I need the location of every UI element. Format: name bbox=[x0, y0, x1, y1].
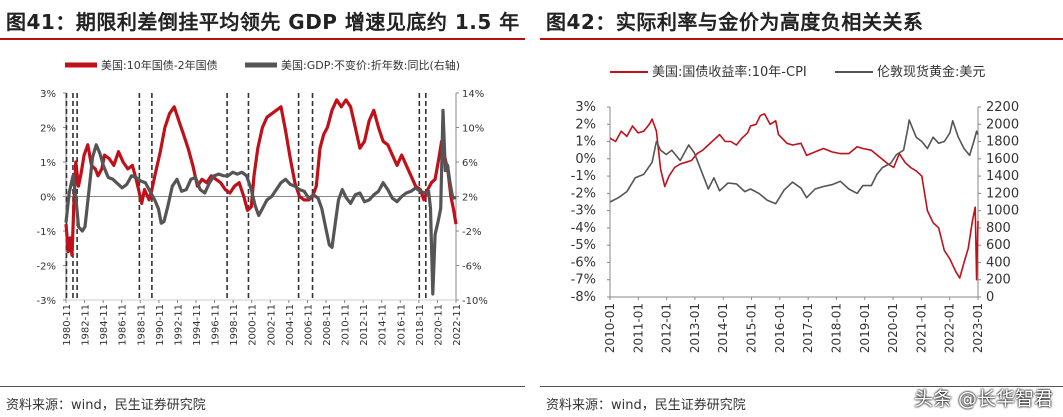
x-tick-label: 2011-01 bbox=[631, 303, 645, 353]
chart-title: 图41：期限利差倒挂平均领先 GDP 增速见底约 1.5 年 bbox=[6, 10, 520, 34]
y-right-tick-label: 2000 bbox=[986, 117, 1019, 132]
title-rule bbox=[540, 38, 1063, 40]
chart-41-svg: 3% 2% 1% 0% -1% -2% -3% 14% 10% 6% 2% -2% -6% -10% 198… bbox=[37, 58, 488, 346]
x-tick-label: 2020-01 bbox=[886, 303, 900, 353]
y-right-tick-label: 800 bbox=[986, 221, 1011, 236]
y-right-tick-label: -6% bbox=[462, 262, 481, 273]
watermark-text: 头条 @长华智君 bbox=[913, 388, 1053, 410]
x-tick-label: 2020-11 bbox=[433, 304, 444, 346]
x-tick-label: 2016-11 bbox=[396, 304, 407, 346]
legend-label: 美国:10年国债-2年国债 bbox=[101, 58, 218, 72]
y-right-tick-label: 0 bbox=[986, 290, 994, 305]
y-left-tick-label: -7% bbox=[571, 273, 596, 288]
x-tick-label: 1988-11 bbox=[136, 304, 147, 346]
y-right-tick-label: 1000 bbox=[986, 204, 1019, 219]
x-tick-label: 1990-11 bbox=[155, 304, 166, 346]
y-right-tick-label: 200 bbox=[986, 273, 1011, 288]
y-left-tick-label: 3% bbox=[575, 100, 596, 115]
y-right-tick-label: 14% bbox=[462, 89, 484, 100]
chart-source: 资料来源：wind，民生证券研究院 bbox=[6, 398, 206, 413]
x-tick-label: 2018-01 bbox=[829, 303, 843, 353]
y-right-tick-label: -10% bbox=[462, 296, 488, 307]
chart-source: 资料来源：wind，民生证券研究院 bbox=[546, 398, 746, 413]
x-tick-label: 1982-11 bbox=[81, 304, 92, 346]
x-tick-label: 2021-01 bbox=[914, 303, 928, 353]
y-left-tick-label: -3% bbox=[37, 296, 56, 307]
x-tick-label: 2019-01 bbox=[858, 303, 872, 353]
source-rule bbox=[540, 386, 1063, 387]
legend-label: 美国:GDP:不变价:折年数:同比(右轴) bbox=[281, 58, 460, 72]
x-tick-label: 2022-11 bbox=[452, 304, 463, 346]
legend-label: 伦敦现货黄金:美元 bbox=[877, 64, 985, 80]
title-rule bbox=[0, 38, 525, 40]
y-left-tick-label: 1% bbox=[575, 135, 596, 150]
y-left-tick-label: -1% bbox=[571, 169, 596, 184]
y-left-tick-label: -5% bbox=[571, 238, 596, 253]
x-tick-label: 2004-11 bbox=[285, 304, 296, 346]
chart-title: 图42：实际利率与金价为高度负相关关系 bbox=[546, 10, 924, 34]
x-tick-label: 1980-11 bbox=[62, 304, 73, 346]
x-tick-label: 2010-01 bbox=[603, 303, 617, 353]
y-left-tick-label: -2% bbox=[37, 262, 56, 273]
y-left-tick-label: -8% bbox=[571, 290, 596, 305]
y-left-tick-label: -2% bbox=[571, 186, 596, 201]
y-left-tick-label: 2% bbox=[40, 124, 56, 135]
x-tick-label: 2012-11 bbox=[359, 304, 370, 346]
y-right-tick-label: 6% bbox=[462, 158, 478, 169]
source-rule bbox=[0, 386, 525, 387]
chart-panel-42: 图42：实际利率与金价为高度负相关关系 3% 2% 1% 0% -1% -2% -3% -4%… bbox=[540, 0, 1063, 417]
chart-42-svg: 3%2%1%0%-1%-2%-3%-4%-5%-6%-7%-8%22002000… bbox=[571, 64, 1019, 353]
y-right-tick-label: 400 bbox=[986, 255, 1011, 270]
y-right-tick-label: 2200 bbox=[986, 100, 1019, 115]
y-right-tick-label: 1400 bbox=[986, 169, 1019, 184]
chart-panel-41: 图41：期限利差倒挂平均领先 GDP 增速见底约 1.5 年 3% 2% 1% 0% -… bbox=[0, 0, 525, 417]
x-tick-label: 1998-11 bbox=[229, 304, 240, 346]
x-tick-label: 2013-01 bbox=[688, 303, 702, 353]
x-tick-label: 2015-01 bbox=[745, 303, 759, 353]
y-right-tick-label: -2% bbox=[462, 227, 481, 238]
x-tick-label: 1986-11 bbox=[118, 304, 129, 346]
y-left-tick-label: 2% bbox=[575, 117, 596, 132]
x-tick-label: 1984-11 bbox=[99, 304, 110, 346]
series-line-1 bbox=[609, 119, 979, 205]
x-tick-label: 2016-01 bbox=[773, 303, 787, 353]
series-line-0 bbox=[64, 98, 458, 257]
y-left-tick-label: -3% bbox=[571, 204, 596, 219]
y-right-tick-label: 1600 bbox=[986, 152, 1019, 167]
x-tick-label: 2014-11 bbox=[378, 304, 389, 346]
y-right-tick-label: 600 bbox=[986, 238, 1011, 253]
x-tick-label: 2002-11 bbox=[266, 304, 277, 346]
x-tick-label: 2010-11 bbox=[341, 304, 352, 346]
series-line-1 bbox=[64, 108, 457, 296]
x-tick-label: 2023-01 bbox=[971, 303, 985, 353]
y-right-tick-label: 2% bbox=[462, 193, 478, 204]
y-left-tick-label: 3% bbox=[40, 89, 56, 100]
x-tick-label: 2017-01 bbox=[801, 303, 815, 353]
x-tick-label: 2022-01 bbox=[943, 303, 957, 353]
x-tick-label: 1996-11 bbox=[211, 304, 222, 346]
x-tick-label: 1992-11 bbox=[173, 304, 184, 346]
y-right-tick-label: 10% bbox=[462, 124, 484, 135]
y-left-tick-label: -1% bbox=[37, 227, 56, 238]
series-line-0 bbox=[609, 113, 979, 281]
x-tick-label: 2000-11 bbox=[248, 304, 259, 346]
x-tick-label: 2006-11 bbox=[303, 304, 314, 346]
x-tick-label: 2018-11 bbox=[415, 304, 426, 346]
x-tick-label: 1994-11 bbox=[192, 304, 203, 346]
x-tick-label: 2014-01 bbox=[716, 303, 730, 353]
y-left-tick-label: 0% bbox=[575, 152, 596, 167]
x-tick-label: 2008-11 bbox=[322, 304, 333, 346]
y-left-tick-label: -6% bbox=[571, 255, 596, 270]
x-tick-label: 2012-01 bbox=[660, 303, 674, 353]
legend-label: 美国:国债收益率:10年-CPI bbox=[652, 64, 807, 80]
y-left-tick-label: -4% bbox=[571, 221, 596, 236]
y-right-tick-label: 1200 bbox=[986, 186, 1019, 201]
y-left-tick-label: 1% bbox=[40, 158, 56, 169]
y-left-tick-label: 0% bbox=[40, 193, 56, 204]
y-right-tick-label: 1800 bbox=[986, 135, 1019, 150]
